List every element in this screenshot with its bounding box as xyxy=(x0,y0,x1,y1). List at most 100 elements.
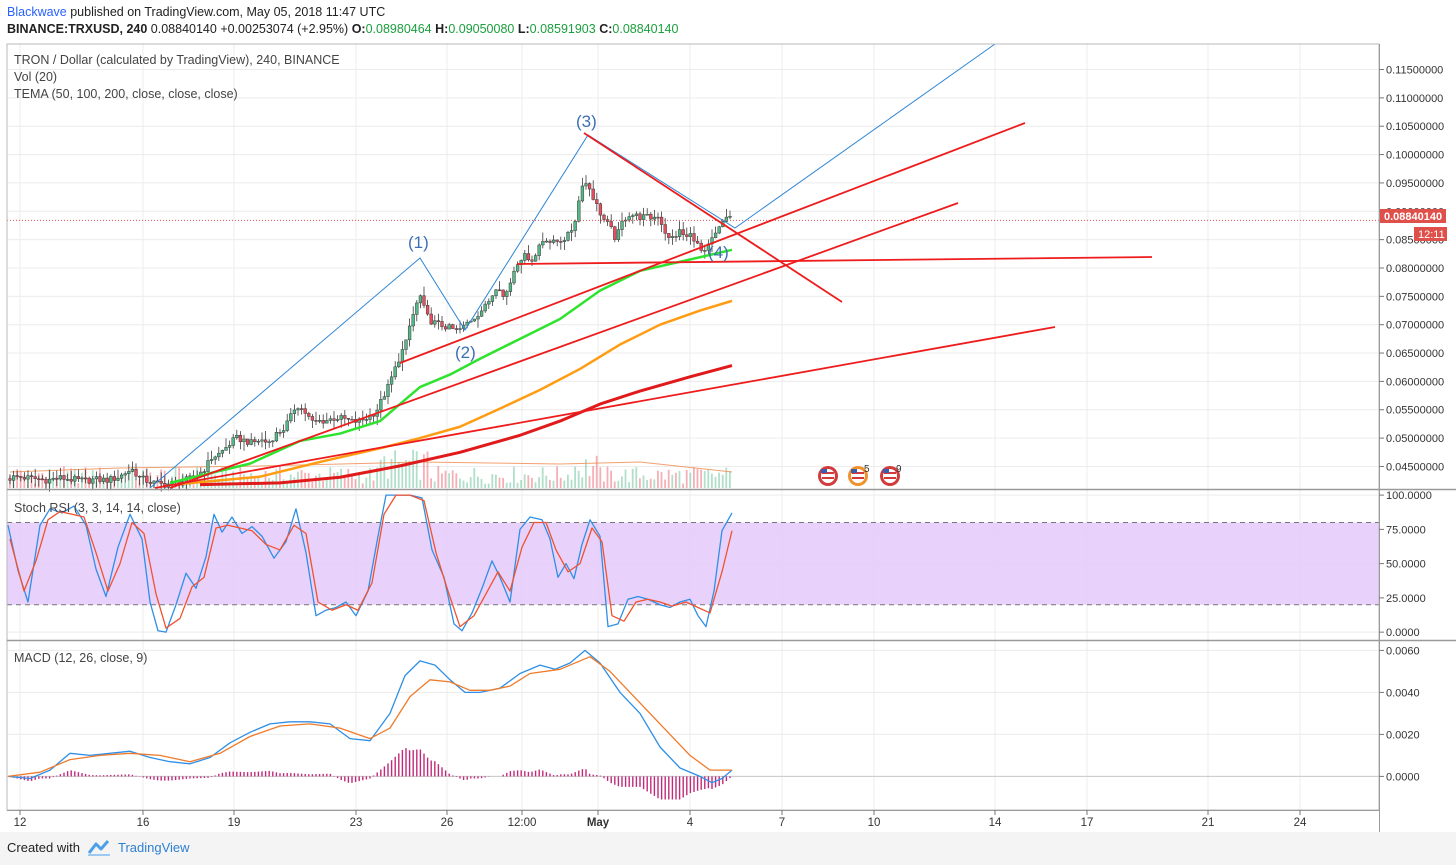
countdown-tag xyxy=(1414,227,1447,241)
price-tick-label: 25.0000 xyxy=(1386,593,1426,605)
volume-bar xyxy=(343,477,346,488)
candle-body xyxy=(335,419,340,421)
candle-body xyxy=(451,324,455,329)
tema-legend[interactable]: TEMA (50, 100, 200, close, close, close) xyxy=(14,87,238,101)
candle-body xyxy=(479,310,484,317)
candle-body xyxy=(631,215,635,217)
time-tick-label: 4 xyxy=(687,817,694,829)
volume-legend[interactable]: Vol (20) xyxy=(14,70,57,84)
volume-bar xyxy=(325,479,328,488)
candle-body xyxy=(569,230,574,233)
high-label: H: xyxy=(435,22,449,36)
chart-canvas[interactable]: 0.11500000 0.11000000 0.10500000 0.10000000… xyxy=(0,0,1456,832)
volume-bar xyxy=(613,481,616,488)
candle-body xyxy=(278,432,282,434)
time-axis[interactable]: 12 16 19 23 26 12:00 May 4 7 10 14 17 21 24 xyxy=(14,810,1307,829)
volume-bar xyxy=(628,482,630,488)
time-tick-label: 7 xyxy=(779,817,785,829)
wave-label-1[interactable]: (1) xyxy=(408,233,429,252)
candle-body xyxy=(22,477,27,480)
candle-body xyxy=(667,233,671,238)
volume-bar xyxy=(513,466,515,488)
candle-body xyxy=(26,475,30,480)
price-tick-label: 0.0040 xyxy=(1386,687,1420,699)
candle-body xyxy=(145,475,149,483)
candle-body xyxy=(202,471,207,473)
tradingview-logo-icon[interactable] xyxy=(86,838,112,858)
candle-body xyxy=(638,213,642,220)
volume-bar xyxy=(527,475,530,488)
price-axis[interactable]: 0.11500000 0.11000000 0.10500000 0.10000000… xyxy=(1379,65,1444,784)
us-flag-icon[interactable] xyxy=(880,466,900,486)
candle-body xyxy=(281,430,286,433)
macd-legend[interactable]: MACD (12, 26, close, 9) xyxy=(14,651,147,665)
volume-bar xyxy=(250,473,252,488)
candle-body xyxy=(307,413,311,417)
candle-body xyxy=(127,471,131,474)
macd-pane[interactable] xyxy=(7,642,1379,810)
volume-bar xyxy=(538,477,540,488)
author-link[interactable]: Blackwave xyxy=(7,5,67,19)
stoch-rsi-plot xyxy=(7,494,1379,633)
volume-bar xyxy=(642,475,645,488)
volume-bar xyxy=(718,472,720,488)
volume-bar xyxy=(505,482,508,488)
candle-body xyxy=(440,321,444,327)
candle-body xyxy=(80,477,84,480)
candle-body xyxy=(584,183,588,187)
candle-body xyxy=(389,376,394,385)
volume-bar xyxy=(563,480,566,488)
low-value: 0.08591903 xyxy=(529,22,596,36)
candle-body xyxy=(87,477,91,484)
published-text: published on TradingView.com, May 05, 20… xyxy=(70,5,386,19)
current-price-tag xyxy=(1380,209,1446,223)
candle-body xyxy=(587,183,592,190)
volume-bar xyxy=(354,479,357,488)
candle-body xyxy=(487,301,491,305)
volume-bar xyxy=(685,469,688,488)
us-flag-icon[interactable] xyxy=(818,466,838,486)
candle-body xyxy=(616,229,621,240)
candle-body xyxy=(663,224,667,234)
stoch-rsi-legend[interactable]: Stoch RSI (3, 3, 14, 14, close) xyxy=(14,501,181,515)
volume-bar xyxy=(541,467,544,488)
macd-plot xyxy=(7,649,1379,800)
candle-body xyxy=(497,289,502,292)
volume-bar xyxy=(405,460,407,488)
candle-body xyxy=(29,475,34,477)
candle-body xyxy=(523,253,527,261)
volume-bar xyxy=(502,477,504,488)
candle-body xyxy=(379,399,383,411)
volume-bar xyxy=(581,477,584,488)
candle-body xyxy=(109,476,113,483)
candle-body xyxy=(695,240,700,244)
candle-body xyxy=(55,478,59,480)
volume-bar xyxy=(649,478,652,488)
price-pane[interactable] xyxy=(7,44,1379,488)
candle-body xyxy=(101,477,106,482)
candle-body xyxy=(649,213,653,220)
volume-bar xyxy=(646,479,648,488)
volume-bar xyxy=(300,470,303,488)
candle-body xyxy=(220,450,225,454)
candle-body xyxy=(62,475,66,480)
candle-body xyxy=(411,314,415,327)
us-flag-icon[interactable] xyxy=(848,466,868,486)
wave-label-3[interactable]: (3) xyxy=(576,112,597,131)
volume-bar xyxy=(451,470,454,488)
candle-body xyxy=(274,432,279,442)
candle-body xyxy=(44,479,48,484)
candle-body xyxy=(494,289,498,297)
candle-body xyxy=(386,384,390,397)
volume-bar xyxy=(678,470,681,488)
candle-body xyxy=(422,295,426,306)
tradingview-brand-link[interactable]: TradingView xyxy=(118,840,190,855)
volume-bar xyxy=(390,458,393,488)
candle-body xyxy=(645,213,649,216)
price-tick-label: 0.09500000 xyxy=(1386,178,1444,190)
price-tick-label: 0.0060 xyxy=(1386,645,1420,657)
candle-body xyxy=(476,316,480,320)
wave-label-4[interactable]: (4) xyxy=(708,243,729,262)
candle-body xyxy=(472,318,477,322)
wave-label-2[interactable]: (2) xyxy=(455,343,476,362)
